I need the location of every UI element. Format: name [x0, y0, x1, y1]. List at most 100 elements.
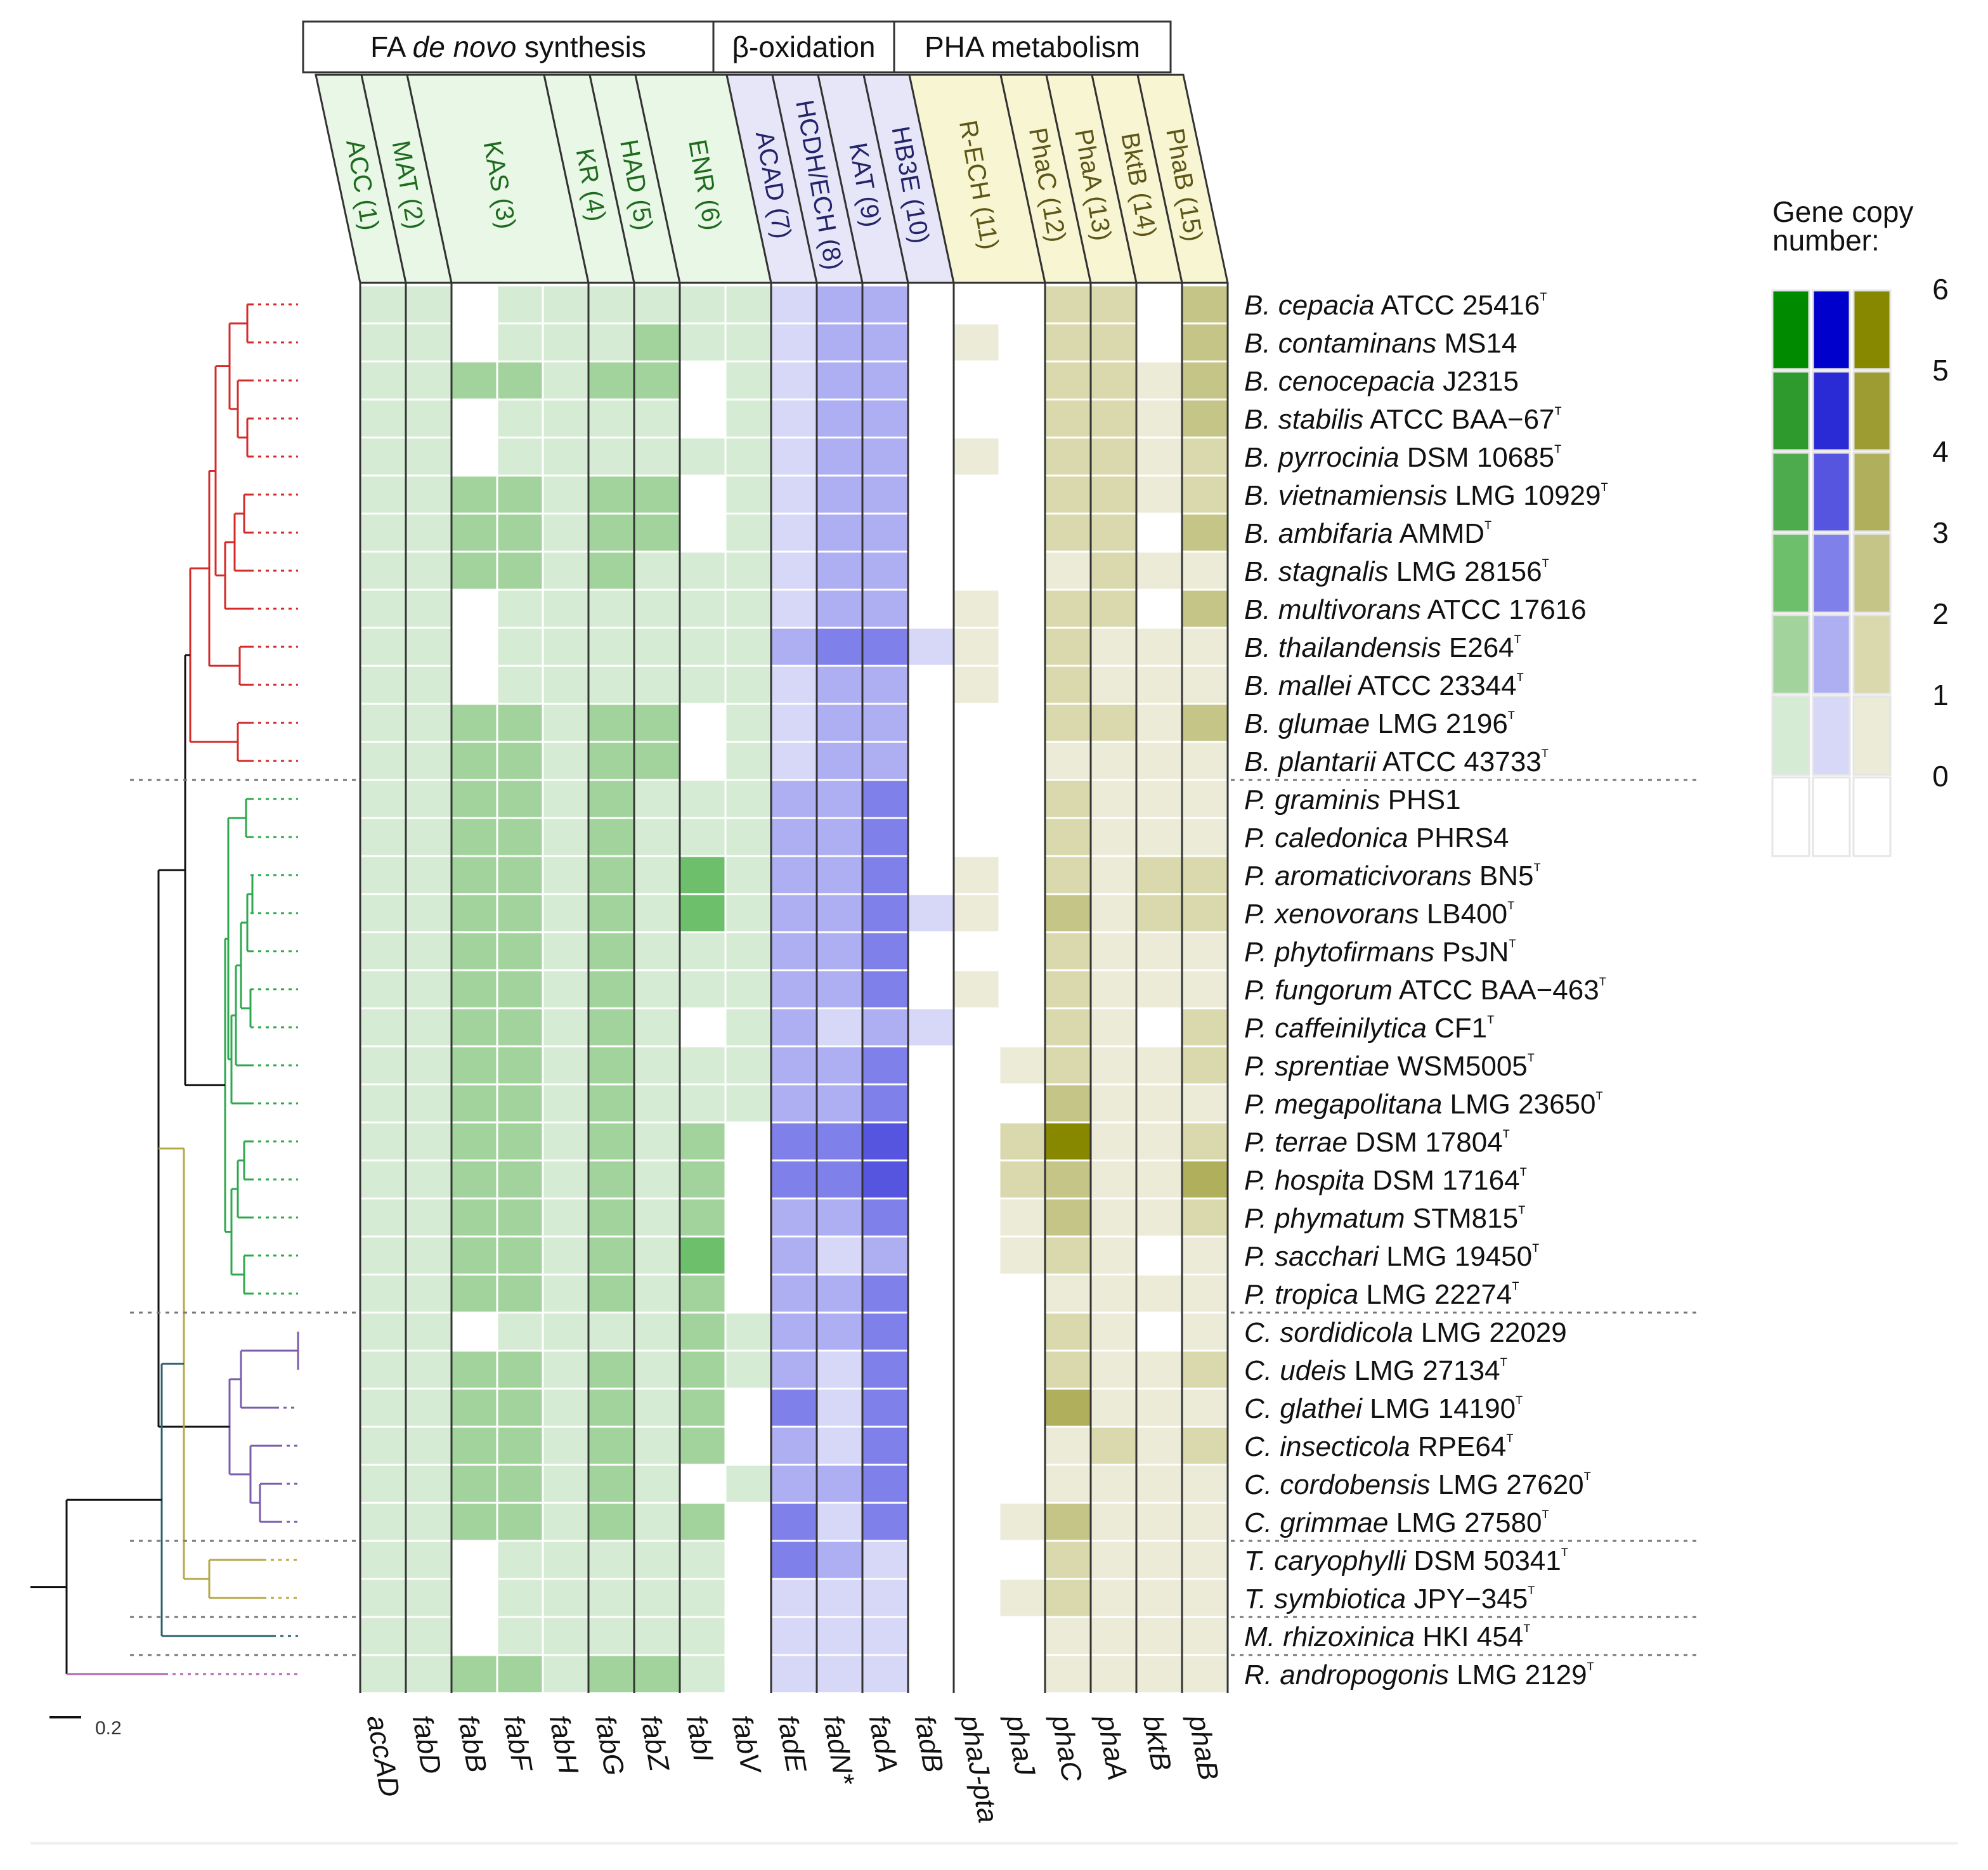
heatmap-cell: [405, 1083, 453, 1124]
heatmap-cell: [1089, 1578, 1138, 1618]
heatmap-cell: [952, 1083, 1001, 1124]
heatmap-cell: [633, 779, 681, 819]
heatmap-cell: [405, 1121, 453, 1162]
heatmap-cell: [724, 627, 772, 667]
heatmap-cell: [815, 1387, 864, 1428]
phylogenetic-tree: [30, 303, 299, 1675]
heatmap-cell: [542, 322, 590, 363]
heatmap-cell: [542, 1349, 590, 1390]
heatmap-cell: [542, 1616, 590, 1656]
heatmap-cell: [359, 512, 407, 553]
heatmap-cell: [1135, 1121, 1183, 1162]
heatmap-cell: [542, 1311, 590, 1352]
heatmap-cell: [907, 1349, 955, 1390]
legend-swatch: [1771, 533, 1810, 614]
heatmap-cell: [907, 1578, 955, 1618]
heatmap-cell: [861, 360, 909, 401]
heatmap-cell: [587, 1045, 635, 1086]
heatmap-cell: [496, 322, 544, 363]
heatmap-cell: [542, 1425, 590, 1466]
heatmap-cell: [952, 1273, 1001, 1314]
legend-swatch: [1812, 533, 1851, 614]
heatmap-cell: [815, 550, 864, 591]
heatmap-cell: [1044, 855, 1092, 895]
heatmap-cell: [815, 893, 864, 933]
heatmap-cell: [405, 1235, 453, 1276]
heatmap-cell: [587, 512, 635, 553]
heatmap-cell: [587, 627, 635, 667]
heatmap-cell: [359, 1540, 407, 1580]
legend-level-label: 6: [1932, 273, 1949, 306]
heatmap-cell: [359, 703, 407, 743]
heatmap-cell: [1135, 665, 1183, 705]
heatmap-cell: [998, 398, 1046, 439]
heatmap-cell: [1181, 703, 1229, 743]
species-label: B. vietnamiensis LMG 10929ᵀ: [1244, 479, 1608, 511]
heatmap-cell: [952, 741, 1001, 781]
heatmap-cell: [587, 550, 635, 591]
heatmap-cell: [450, 284, 498, 325]
heatmap-cell: [450, 817, 498, 857]
heatmap-cell: [861, 1387, 909, 1428]
heatmap-cell: [952, 322, 1001, 363]
heatmap-cell: [405, 741, 453, 781]
heatmap-cell: [998, 1425, 1046, 1466]
heatmap-cell: [998, 1121, 1046, 1162]
heatmap-cell: [496, 855, 544, 895]
heatmap-cell: [679, 1464, 727, 1504]
heatmap-cell: [405, 588, 453, 629]
heatmap-cell: [359, 931, 407, 971]
heatmap-cell: [907, 1083, 955, 1124]
heatmap-cell: [724, 284, 772, 325]
heatmap-cell: [1089, 1235, 1138, 1276]
heatmap-cell: [1181, 1273, 1229, 1314]
heatmap-cell: [496, 1616, 544, 1656]
species-label: B. ambifaria AMMDᵀ: [1244, 517, 1491, 549]
legend-swatch: [1771, 451, 1810, 533]
heatmap-cell: [450, 1654, 498, 1694]
heatmap-cell: [450, 398, 498, 439]
heatmap-cell: [907, 779, 955, 819]
heatmap-cell: [998, 360, 1046, 401]
heatmap-cell: [861, 665, 909, 705]
heatmap-cell: [1044, 360, 1092, 401]
heatmap-cell: [359, 1045, 407, 1086]
gene-label: fabH: [543, 1713, 584, 1776]
heatmap-cell: [770, 1425, 818, 1466]
heatmap-cell: [907, 1159, 955, 1200]
heatmap-cell: [496, 1464, 544, 1504]
heatmap-cell: [861, 969, 909, 1010]
heatmap-cell: [952, 1045, 1001, 1086]
heatmap-cell: [633, 474, 681, 515]
scale-bar-label: 0.2: [95, 1718, 122, 1739]
heatmap-cell: [450, 703, 498, 743]
heatmap-cell: [998, 436, 1046, 477]
heatmap-cell: [770, 1235, 818, 1276]
heatmap-cell: [679, 284, 727, 325]
heatmap-cell: [770, 1045, 818, 1086]
heatmap-cell: [770, 627, 818, 667]
heatmap-cell: [952, 1616, 1001, 1656]
heatmap-cell: [405, 550, 453, 591]
heatmap-cell: [952, 1159, 1001, 1200]
heatmap-cell: [633, 1349, 681, 1390]
heatmap-cell: [359, 1273, 407, 1314]
species-label: P. phymatum STM815ᵀ: [1244, 1202, 1525, 1234]
heatmap-cell: [1089, 1464, 1138, 1504]
heatmap-cell: [587, 360, 635, 401]
heatmap-cell: [1044, 588, 1092, 629]
legend-level-label: 0: [1932, 760, 1949, 793]
heatmap-cell: [359, 1654, 407, 1694]
heatmap-cell: [450, 1464, 498, 1504]
heatmap-cell: [952, 855, 1001, 895]
heatmap-cell: [1044, 1121, 1092, 1162]
heatmap-cell: [907, 1121, 955, 1162]
heatmap-cell: [907, 588, 955, 629]
heatmap-cell: [359, 1235, 407, 1276]
heatmap-cell: [770, 1197, 818, 1238]
heatmap-cell: [861, 1654, 909, 1694]
heatmap-cell: [405, 1045, 453, 1086]
heatmap-cell: [815, 588, 864, 629]
heatmap-cell: [815, 741, 864, 781]
heatmap-cell: [952, 550, 1001, 591]
